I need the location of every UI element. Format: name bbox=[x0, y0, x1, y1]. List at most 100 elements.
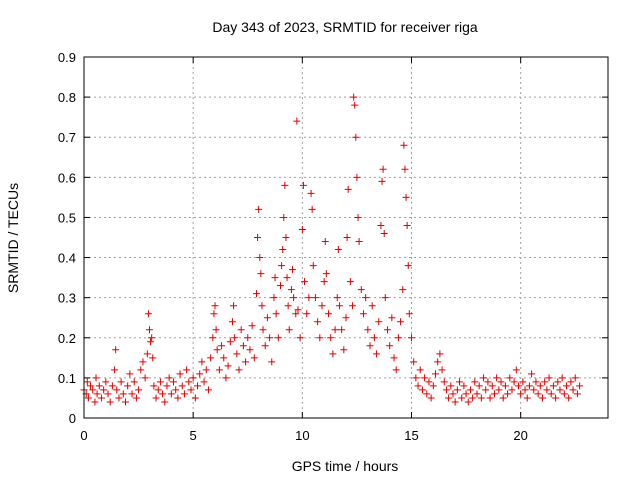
data-point bbox=[137, 366, 145, 374]
data-point bbox=[497, 378, 505, 386]
data-point bbox=[388, 314, 396, 322]
data-point bbox=[355, 238, 363, 246]
data-point bbox=[198, 358, 206, 366]
data-point bbox=[359, 310, 367, 318]
x-tick-label: 5 bbox=[190, 428, 197, 443]
data-point bbox=[458, 394, 466, 402]
data-point bbox=[427, 394, 435, 402]
data-point bbox=[279, 246, 287, 254]
data-point bbox=[263, 314, 271, 322]
data-point bbox=[92, 374, 100, 382]
data-point bbox=[429, 382, 437, 390]
data-point bbox=[338, 326, 346, 334]
data-point bbox=[147, 338, 155, 346]
data-point bbox=[287, 286, 295, 294]
data-point bbox=[346, 278, 354, 286]
data-point bbox=[440, 378, 448, 386]
data-point bbox=[354, 213, 362, 221]
data-point bbox=[399, 286, 407, 294]
data-point bbox=[314, 318, 322, 326]
data-point bbox=[303, 310, 311, 318]
data-point bbox=[250, 354, 258, 362]
data-point bbox=[178, 382, 186, 390]
data-point bbox=[209, 334, 217, 342]
data-point bbox=[102, 378, 110, 386]
data-point bbox=[239, 342, 247, 350]
data-point bbox=[183, 366, 191, 374]
y-tick-label: 0.7 bbox=[58, 130, 76, 145]
chart-title: Day 343 of 2023, SRMTID for receiver rig… bbox=[212, 19, 478, 35]
x-tick-label: 0 bbox=[80, 428, 87, 443]
data-point bbox=[560, 390, 568, 398]
data-point bbox=[543, 386, 551, 394]
y-axis-label: SRMTID / TECUs bbox=[5, 183, 21, 293]
data-point bbox=[394, 334, 402, 342]
data-point bbox=[112, 346, 120, 354]
data-point bbox=[200, 378, 208, 386]
y-tick-label: 0.6 bbox=[58, 170, 76, 185]
data-point bbox=[380, 229, 388, 237]
data-point bbox=[271, 274, 279, 282]
data-point bbox=[255, 205, 263, 213]
data-point bbox=[237, 326, 245, 334]
data-point bbox=[161, 398, 169, 406]
data-point bbox=[272, 310, 280, 318]
data-point bbox=[490, 390, 498, 398]
data-point bbox=[473, 390, 481, 398]
data-point bbox=[281, 181, 289, 189]
data-point bbox=[418, 386, 426, 394]
axis-ticks bbox=[83, 56, 608, 419]
data-point bbox=[280, 213, 288, 221]
data-point bbox=[488, 382, 496, 390]
data-point bbox=[231, 334, 239, 342]
data-point bbox=[445, 394, 453, 402]
data-point bbox=[215, 366, 223, 374]
data-point bbox=[108, 382, 116, 390]
data-point bbox=[176, 370, 184, 378]
data-point bbox=[106, 398, 114, 406]
data-point bbox=[117, 378, 125, 386]
data-point bbox=[256, 254, 264, 262]
data-point bbox=[434, 358, 442, 366]
data-point bbox=[536, 382, 544, 390]
data-point bbox=[113, 386, 121, 394]
data-point bbox=[194, 382, 202, 390]
y-tick-label: 0.3 bbox=[58, 291, 76, 306]
data-point bbox=[115, 394, 123, 402]
data-point bbox=[204, 386, 212, 394]
data-point bbox=[293, 117, 301, 125]
data-point bbox=[235, 366, 243, 374]
data-point bbox=[343, 234, 351, 241]
data-point bbox=[126, 370, 134, 378]
data-point bbox=[95, 382, 103, 390]
data-point bbox=[541, 378, 549, 386]
y-tick-label: 0.5 bbox=[58, 210, 76, 225]
data-point bbox=[222, 374, 230, 382]
data-point bbox=[283, 274, 291, 282]
data-point bbox=[412, 374, 420, 382]
data-point bbox=[438, 366, 446, 374]
data-point bbox=[289, 266, 297, 274]
data-point bbox=[573, 390, 581, 398]
data-point bbox=[539, 394, 546, 402]
x-tick-label: 10 bbox=[295, 428, 309, 443]
data-point bbox=[377, 221, 385, 229]
data-point bbox=[299, 181, 307, 189]
data-point bbox=[366, 342, 374, 350]
data-point bbox=[213, 346, 221, 354]
data-point bbox=[143, 350, 151, 358]
data-point bbox=[449, 390, 457, 398]
data-point bbox=[254, 234, 262, 241]
data-point bbox=[469, 394, 477, 402]
data-point bbox=[141, 374, 149, 382]
data-point bbox=[436, 350, 444, 358]
data-point bbox=[416, 366, 424, 374]
data-point bbox=[290, 294, 298, 302]
data-point bbox=[402, 193, 410, 201]
y-tick-label: 0.4 bbox=[58, 251, 76, 266]
data-point bbox=[378, 177, 386, 185]
data-point bbox=[390, 354, 398, 362]
plot-frame bbox=[83, 56, 609, 419]
data-point bbox=[207, 354, 215, 362]
data-point bbox=[163, 382, 171, 390]
